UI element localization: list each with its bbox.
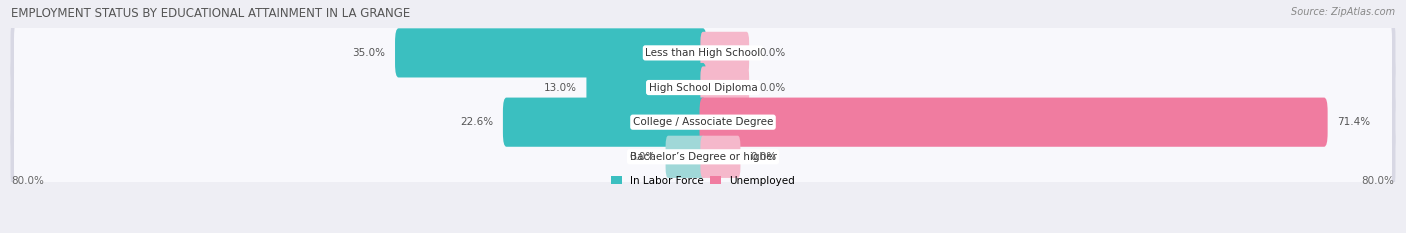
FancyBboxPatch shape bbox=[503, 98, 706, 147]
Text: 13.0%: 13.0% bbox=[544, 82, 576, 93]
FancyBboxPatch shape bbox=[10, 80, 1396, 164]
FancyBboxPatch shape bbox=[395, 28, 706, 78]
FancyBboxPatch shape bbox=[14, 15, 1392, 91]
FancyBboxPatch shape bbox=[14, 50, 1392, 125]
Text: High School Diploma: High School Diploma bbox=[648, 82, 758, 93]
Text: 35.0%: 35.0% bbox=[353, 48, 385, 58]
FancyBboxPatch shape bbox=[700, 32, 749, 74]
Text: Less than High School: Less than High School bbox=[645, 48, 761, 58]
FancyBboxPatch shape bbox=[700, 98, 1327, 147]
Text: 71.4%: 71.4% bbox=[1337, 117, 1371, 127]
Legend: In Labor Force, Unemployed: In Labor Force, Unemployed bbox=[612, 176, 794, 186]
Text: 0.0%: 0.0% bbox=[759, 48, 786, 58]
Text: 22.6%: 22.6% bbox=[460, 117, 494, 127]
FancyBboxPatch shape bbox=[700, 66, 749, 109]
Text: College / Associate Degree: College / Associate Degree bbox=[633, 117, 773, 127]
FancyBboxPatch shape bbox=[700, 136, 741, 178]
Text: 80.0%: 80.0% bbox=[11, 176, 44, 186]
Text: Source: ZipAtlas.com: Source: ZipAtlas.com bbox=[1291, 7, 1395, 17]
Text: 80.0%: 80.0% bbox=[1362, 176, 1395, 186]
FancyBboxPatch shape bbox=[665, 136, 706, 178]
FancyBboxPatch shape bbox=[14, 119, 1392, 195]
Text: Bachelor’s Degree or higher: Bachelor’s Degree or higher bbox=[630, 152, 776, 162]
Text: 0.0%: 0.0% bbox=[751, 152, 778, 162]
FancyBboxPatch shape bbox=[10, 11, 1396, 95]
Text: 0.0%: 0.0% bbox=[628, 152, 655, 162]
Text: EMPLOYMENT STATUS BY EDUCATIONAL ATTAINMENT IN LA GRANGE: EMPLOYMENT STATUS BY EDUCATIONAL ATTAINM… bbox=[11, 7, 411, 20]
FancyBboxPatch shape bbox=[10, 46, 1396, 130]
FancyBboxPatch shape bbox=[586, 63, 706, 112]
Text: 0.0%: 0.0% bbox=[759, 82, 786, 93]
FancyBboxPatch shape bbox=[14, 84, 1392, 160]
FancyBboxPatch shape bbox=[10, 115, 1396, 199]
